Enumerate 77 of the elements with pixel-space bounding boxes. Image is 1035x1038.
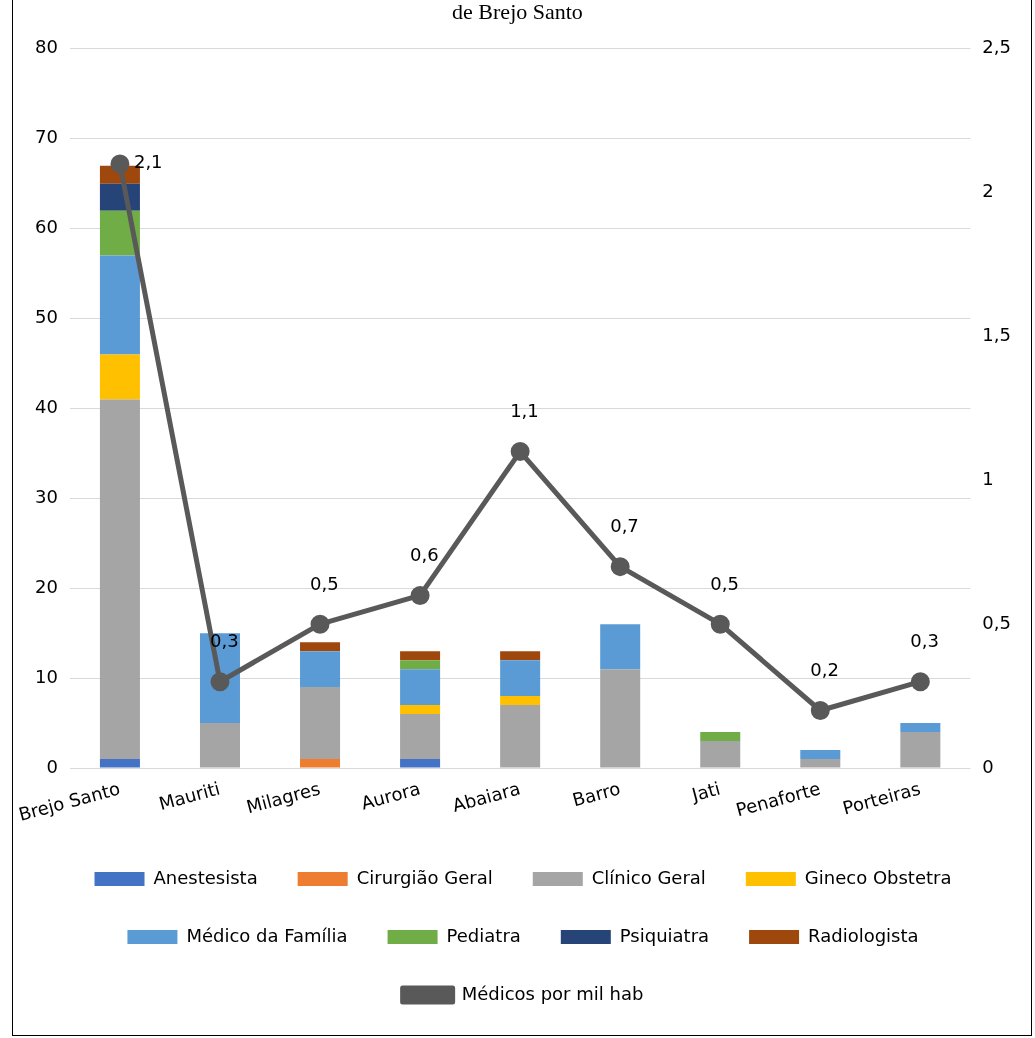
x-tick-label: Milagres bbox=[243, 777, 323, 818]
y2-tick-label: 0 bbox=[982, 755, 994, 777]
legend-label: Cirurgião Geral bbox=[356, 866, 493, 888]
bar bbox=[99, 354, 140, 400]
bar bbox=[400, 714, 441, 760]
y-tick-label: 20 bbox=[35, 575, 58, 597]
data-label: 2,1 bbox=[133, 150, 163, 172]
bar bbox=[400, 669, 441, 706]
y-tick-label: 80 bbox=[35, 36, 58, 58]
chart-title: de Brejo Santo bbox=[451, 0, 584, 24]
data-label: 0,5 bbox=[310, 572, 339, 594]
bar bbox=[600, 669, 641, 768]
x-tick-label: Barro bbox=[570, 777, 623, 811]
legend-label: Gineco Obstetra bbox=[804, 866, 952, 888]
legend-label: Médicos por mil hab bbox=[461, 982, 644, 1004]
bar bbox=[500, 660, 541, 697]
x-tick-label: Aurora bbox=[358, 777, 423, 814]
point bbox=[910, 672, 930, 692]
bar bbox=[800, 759, 841, 768]
data-label: 0,2 bbox=[810, 659, 839, 681]
y-tick-label: 70 bbox=[35, 126, 58, 148]
bar bbox=[700, 741, 741, 768]
bar bbox=[99, 399, 140, 760]
x-tick-label: Jati bbox=[688, 777, 723, 806]
point bbox=[610, 557, 630, 577]
y-tick-label: 0 bbox=[46, 755, 58, 777]
data-label: 1,1 bbox=[510, 400, 539, 422]
point bbox=[710, 614, 730, 634]
point bbox=[310, 614, 330, 634]
data-label: 0,5 bbox=[710, 572, 739, 594]
y2-tick-label: 1,5 bbox=[982, 324, 1012, 346]
bar bbox=[500, 705, 541, 768]
bar bbox=[600, 624, 641, 670]
bar bbox=[99, 255, 140, 355]
point bbox=[110, 154, 130, 174]
bar bbox=[800, 750, 841, 760]
bar bbox=[300, 759, 341, 768]
y-tick-label: 40 bbox=[35, 396, 58, 418]
y2-tick-label: 0,5 bbox=[982, 611, 1012, 633]
bar bbox=[700, 732, 741, 742]
y2-tick-label: 2 bbox=[982, 180, 994, 202]
bar bbox=[900, 732, 941, 768]
y2-tick-label: 2,5 bbox=[982, 36, 1012, 58]
x-tick-label: Abaiara bbox=[450, 777, 523, 816]
legend-label: Radiologista bbox=[808, 924, 919, 946]
point bbox=[210, 672, 230, 692]
data-label: 0,6 bbox=[410, 544, 439, 566]
x-tick-label: Porteiras bbox=[840, 777, 923, 819]
x-tick-label: Brejo Santo bbox=[16, 777, 123, 825]
y-tick-label: 30 bbox=[35, 485, 58, 507]
data-label: 0,7 bbox=[610, 515, 639, 537]
y-tick-label: 10 bbox=[35, 665, 58, 687]
x-tick-label: Mauriti bbox=[156, 777, 223, 815]
bar bbox=[300, 687, 341, 760]
legend-label: Psiquiatra bbox=[619, 924, 710, 946]
y-tick-label: 60 bbox=[35, 216, 58, 238]
data-label: 0,3 bbox=[910, 630, 939, 652]
bar bbox=[500, 696, 541, 706]
y2-tick-label: 1 bbox=[982, 468, 994, 490]
legend-label: Clínico Geral bbox=[591, 866, 706, 888]
bar bbox=[99, 759, 140, 768]
y-tick-label: 50 bbox=[35, 306, 58, 328]
legend-label: Pediatra bbox=[446, 924, 521, 946]
bar bbox=[400, 651, 441, 661]
legend-label: Médico da Família bbox=[186, 924, 348, 946]
bar bbox=[300, 642, 341, 652]
bar bbox=[400, 705, 441, 715]
point bbox=[810, 700, 830, 720]
point bbox=[410, 585, 430, 605]
legend-label: Anestesista bbox=[153, 866, 258, 888]
bar bbox=[900, 723, 941, 733]
bar bbox=[400, 759, 441, 768]
bar bbox=[300, 651, 341, 688]
bar bbox=[500, 651, 541, 661]
point bbox=[510, 442, 530, 462]
bar bbox=[199, 723, 240, 768]
bar bbox=[400, 660, 441, 670]
